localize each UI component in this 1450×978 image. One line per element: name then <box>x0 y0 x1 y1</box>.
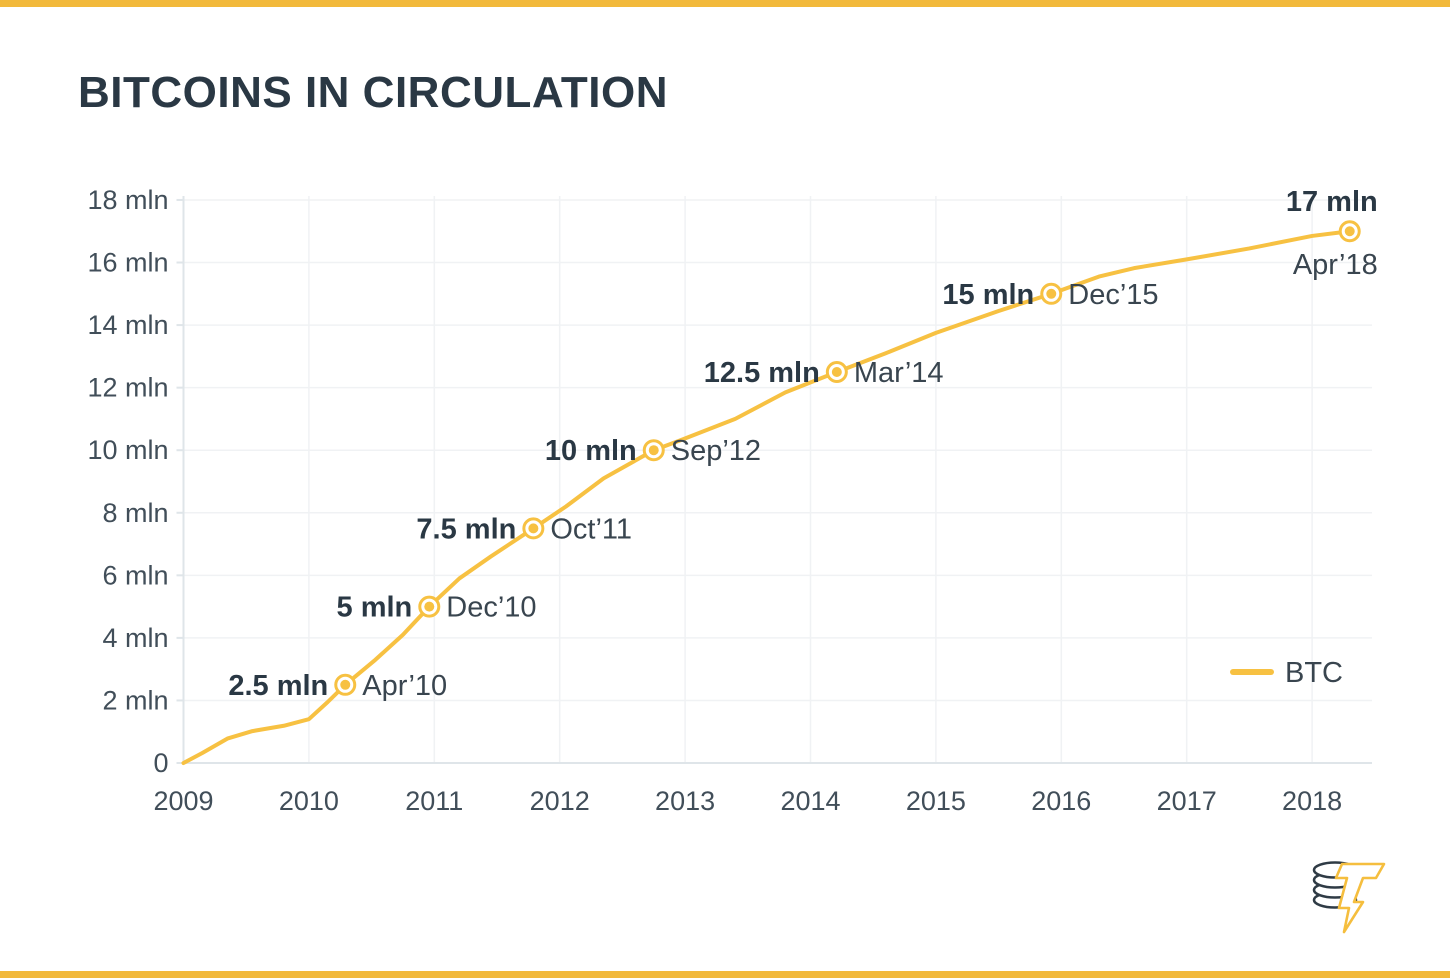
bottom-accent-bar <box>0 971 1450 978</box>
milestone-value-label: 5 mln <box>337 592 413 624</box>
milestone-date-label: Dec’10 <box>446 592 536 624</box>
x-tick-label: 2014 <box>780 786 840 816</box>
milestone-Sep-12: 10 mln Sep’12 <box>545 435 761 467</box>
data-point-marker-core <box>528 523 539 534</box>
y-tick-label: 12 mln <box>87 373 168 403</box>
milestone-date-label: Apr’18 <box>1293 249 1378 281</box>
milestone-date-label: Apr’10 <box>362 670 447 702</box>
y-tick-label: 16 mln <box>87 248 168 278</box>
y-tick-label: 18 mln <box>87 185 168 215</box>
top-accent-bar <box>0 0 1450 7</box>
x-tick-label: 2011 <box>405 786 463 816</box>
legend-item-btc[interactable]: BTC <box>1230 657 1343 689</box>
y-tick-label: 6 mln <box>102 560 168 590</box>
x-tick-label: 2018 <box>1282 786 1342 816</box>
x-tick-label: 2013 <box>655 786 715 816</box>
data-point-marker-core <box>1046 288 1057 299</box>
btc-line <box>181 229 1352 765</box>
data-point-marker-core <box>340 679 351 690</box>
y-tick-label: 14 mln <box>87 310 168 340</box>
lightning-t-icon <box>1334 862 1386 934</box>
legend-label: BTC <box>1285 657 1343 689</box>
x-tick-label: 2010 <box>279 786 339 816</box>
x-tick-label: 2015 <box>906 786 966 816</box>
y-tick-label: 10 mln <box>87 435 168 465</box>
vertical-gridlines <box>308 196 1313 763</box>
data-point-marker-core <box>648 445 659 456</box>
y-tick-label: 0 <box>153 748 168 778</box>
milestone-date-label: Oct’11 <box>550 513 632 545</box>
y-tick-label: 2 mln <box>102 685 168 715</box>
x-tick-label: 2009 <box>153 786 213 816</box>
milestone-Dec-15: 15 mln Dec’15 <box>942 279 1158 311</box>
milestone-Apr-10: 2.5 mln Apr’10 <box>228 670 447 702</box>
milestone-value-label: 10 mln <box>545 435 637 467</box>
milestone-date-label: Dec’15 <box>1068 279 1158 311</box>
milestone-value-label: 2.5 mln <box>228 670 328 702</box>
milestone-Apr-18: 17 mln Apr’18 <box>1286 186 1378 281</box>
milestone-value-label: 7.5 mln <box>416 513 516 545</box>
milestone-Dec-10: 5 mln Dec’10 <box>337 592 537 624</box>
data-point-marker-core <box>1344 226 1355 237</box>
horizontal-gridlines <box>183 199 1372 702</box>
brand-logo <box>1312 861 1386 934</box>
y-tick-label: 4 mln <box>102 623 168 653</box>
milestone-value-label: 15 mln <box>942 279 1034 311</box>
data-point-marker-core <box>831 367 842 377</box>
x-tick-label: 2012 <box>530 786 590 816</box>
milestone-Mar-14: 12.5 mln Mar’14 <box>704 357 944 389</box>
milestone-value-label: 12.5 mln <box>704 357 820 389</box>
milestone-Oct-11: 7.5 mln Oct’11 <box>416 513 632 545</box>
y-tick-label: 8 mln <box>102 498 168 528</box>
milestone-date-label: Mar’14 <box>854 357 944 389</box>
x-tick-label: 2017 <box>1157 786 1217 816</box>
page-title: BITCOINS IN CIRCULATION <box>78 68 668 117</box>
data-point-marker-core <box>424 601 435 612</box>
x-tick-label: 2016 <box>1031 786 1091 816</box>
milestone-value-label: 17 mln <box>1286 186 1378 218</box>
milestone-date-label: Sep’12 <box>671 435 761 467</box>
